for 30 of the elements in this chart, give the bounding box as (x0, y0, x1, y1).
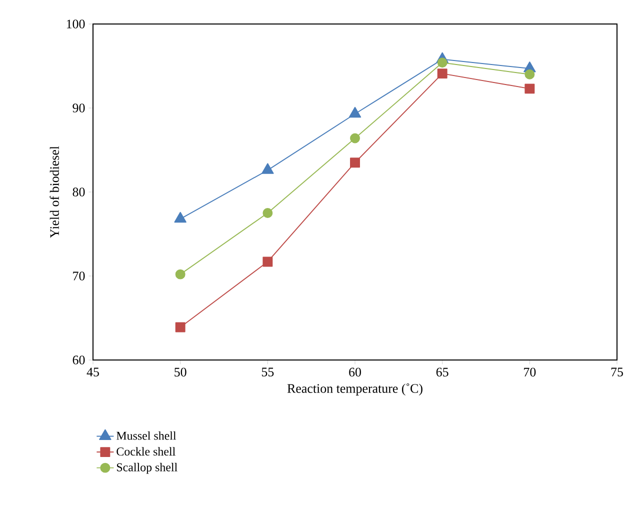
point (175, 322, 186, 332)
point (524, 84, 535, 94)
x-tick-label: 45 (86, 368, 99, 376)
x-tick-label: 65 (436, 368, 448, 376)
x-tick-label: 60 (349, 368, 361, 377)
point (350, 158, 360, 168)
point (437, 68, 448, 79)
y-tick-label: 60 (72, 356, 85, 364)
x-tick-label: 50 (174, 368, 186, 377)
y-tick-label: 100 (66, 20, 85, 28)
y-tick-label: 70 (73, 272, 85, 280)
y-tick-label: 90 (72, 104, 85, 112)
y-tick-label: 80 (72, 188, 85, 196)
point (350, 133, 360, 144)
x-tick-label: 75 (611, 368, 623, 376)
point (524, 69, 535, 80)
legend-label: Scallop shell (116, 462, 178, 474)
point (175, 269, 186, 280)
point (174, 212, 186, 223)
y-axis-title: Yield of biodiesel (50, 146, 59, 238)
x-tick-label: 70 (524, 368, 536, 377)
point (262, 256, 273, 267)
point (262, 163, 274, 174)
x-tick-label: 55 (262, 368, 274, 376)
point (437, 58, 448, 68)
x-axis-title: Reaction temperature (˚C) (287, 383, 422, 396)
legend-label: Mussel shell (116, 431, 176, 440)
point (348, 106, 362, 118)
point (262, 208, 273, 218)
legend-label: Cockle shell (116, 447, 176, 456)
